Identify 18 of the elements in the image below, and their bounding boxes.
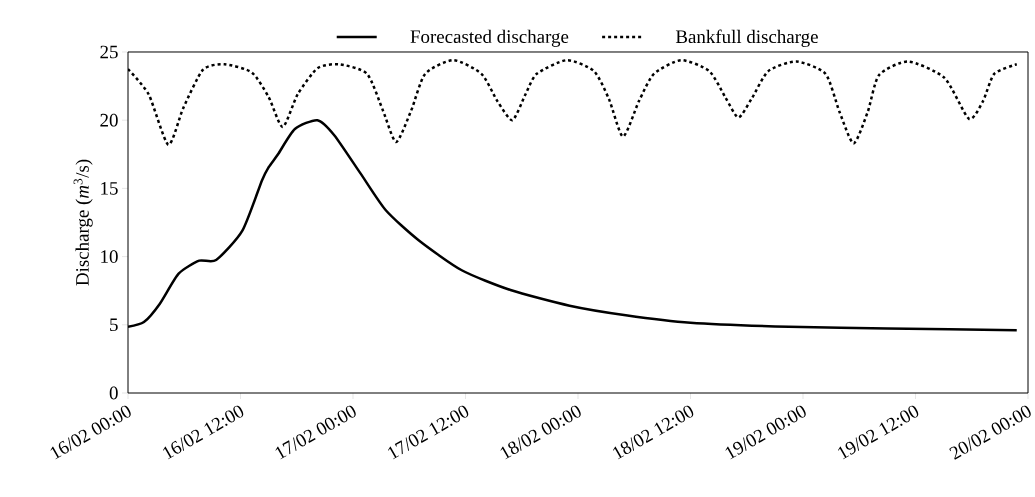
x-tick-label: 17/02 00:00	[275, 405, 356, 460]
legend-label: Forecasted discharge	[410, 29, 569, 47]
y-tick-label: 10	[101, 250, 118, 263]
x-tick-label: 20/02 00:00	[949, 405, 1031, 460]
x-tick-label: 18/02 12:00	[612, 405, 694, 460]
y-tick-label: 15	[101, 182, 118, 195]
x-tick-label: 19/02 00:00	[725, 405, 806, 460]
y-tick-label: 5	[110, 318, 118, 332]
legend-label: Bankfull discharge	[675, 29, 818, 47]
y-tick-label: 25	[100, 45, 118, 59]
x-tick-label: 17/02 12:00	[387, 405, 469, 460]
x-tick-label: 19/02 12:00	[837, 405, 919, 460]
x-tick-label: 16/02 12:00	[162, 405, 244, 460]
y-tick-label: 0	[109, 386, 118, 400]
y-axis-title: Discharge (m$^{3}$/s)	[73, 159, 93, 286]
y-tick-label: 20	[100, 113, 118, 127]
x-tick-label: 16/02 00:00	[50, 405, 131, 460]
x-tick-label: 18/02 00:00	[500, 405, 581, 460]
